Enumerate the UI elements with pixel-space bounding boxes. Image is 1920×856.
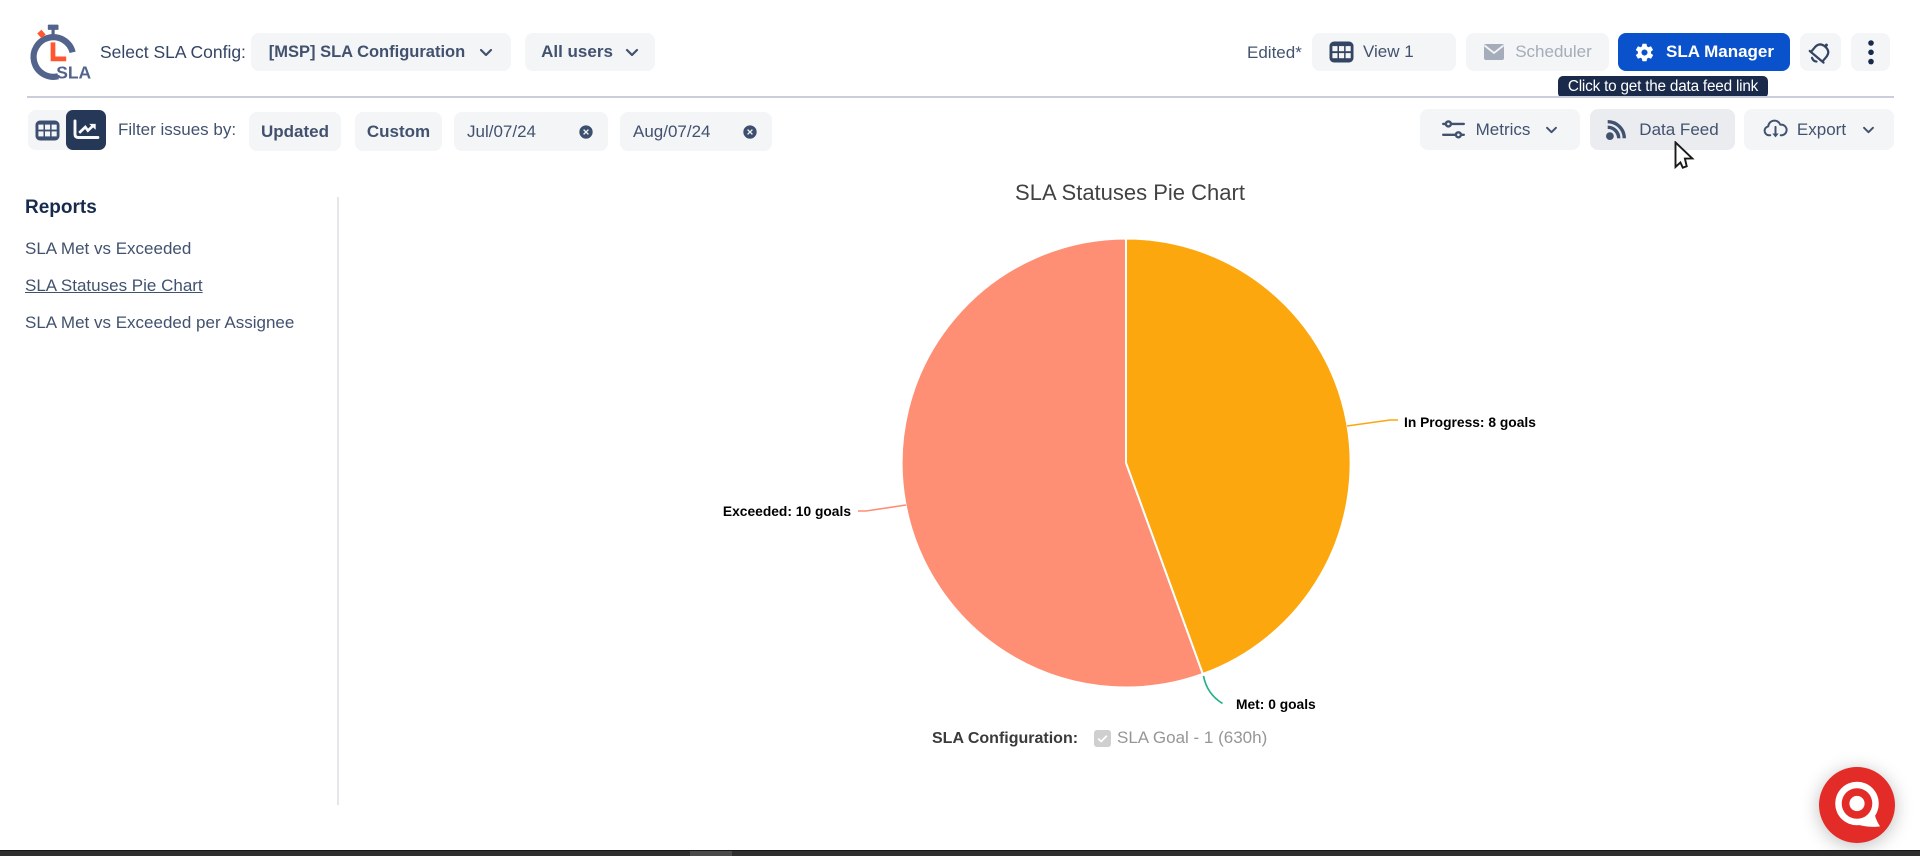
svg-text:Exceeded: 10 goals: Exceeded: 10 goals <box>723 504 851 519</box>
svg-text:Met: 0 goals: Met: 0 goals <box>1236 697 1316 712</box>
svg-text:SLA: SLA <box>56 63 91 83</box>
svg-text:In Progress: 8 goals: In Progress: 8 goals <box>1404 415 1536 430</box>
